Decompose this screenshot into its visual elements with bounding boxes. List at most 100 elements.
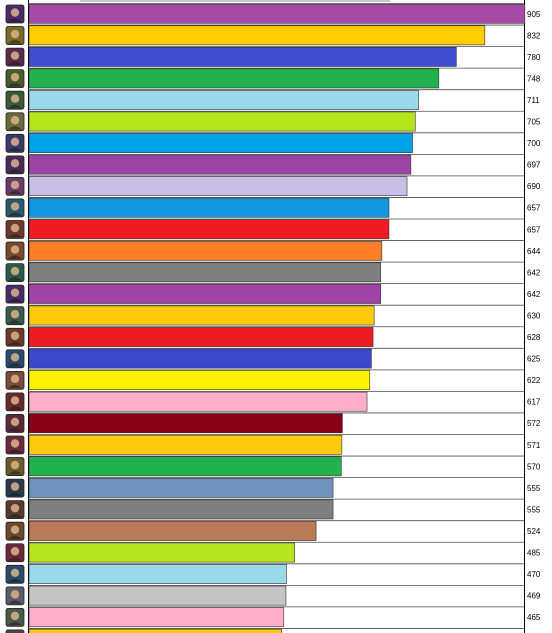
portrait-icon-champion-10 xyxy=(5,198,25,218)
value-label: 905 xyxy=(527,10,541,19)
portrait-shoulders xyxy=(8,169,22,173)
cropped-header-text xyxy=(80,0,390,2)
portrait-icon-champion-21 xyxy=(5,435,25,455)
bar-champion-13 xyxy=(28,262,382,283)
portrait-face xyxy=(10,568,20,577)
value-label: 832 xyxy=(527,31,541,40)
bar-champion-28 xyxy=(28,585,287,606)
portrait-shoulders xyxy=(8,384,22,389)
portrait-shoulders xyxy=(8,104,22,109)
value-label: 748 xyxy=(527,74,541,83)
portrait-icon-champion-18 xyxy=(5,370,25,390)
portrait-icon-champion-23 xyxy=(5,478,25,498)
bar-champion-11 xyxy=(28,219,390,240)
value-label: 524 xyxy=(527,527,541,536)
portrait-face xyxy=(10,8,20,17)
portrait-icon-champion-09 xyxy=(5,176,25,196)
portrait-face xyxy=(10,611,20,621)
portrait-face xyxy=(10,202,20,211)
portrait-icon-champion-15 xyxy=(5,306,25,326)
bar-champion-29 xyxy=(28,607,285,628)
portrait-shoulders xyxy=(8,471,22,475)
portrait-face xyxy=(10,374,20,384)
value-label: 470 xyxy=(527,570,541,579)
value-label: 570 xyxy=(527,462,541,471)
portrait-icon-champion-27 xyxy=(5,564,25,584)
portrait-icon-champion-08 xyxy=(5,155,25,175)
portrait-icon-champion-02 xyxy=(5,26,25,45)
portrait-face xyxy=(10,310,20,319)
value-label: 628 xyxy=(527,333,541,342)
value-label: 555 xyxy=(527,484,541,493)
portrait-shoulders xyxy=(8,320,22,324)
value-label: 465 xyxy=(527,613,541,622)
portrait-icon-champion-28 xyxy=(5,586,25,606)
value-label: 642 xyxy=(527,290,541,299)
portrait-shoulders xyxy=(8,406,22,410)
portrait-icon-champion-06 xyxy=(5,112,25,132)
portrait-icon-champion-04 xyxy=(5,69,25,89)
portrait-shoulders xyxy=(8,492,22,497)
portrait-frame xyxy=(5,629,25,633)
value-label: 625 xyxy=(527,355,541,364)
portrait-shoulders xyxy=(8,234,22,238)
bar-champion-03 xyxy=(28,46,457,67)
portrait-face xyxy=(10,29,20,39)
portrait-icon-champion-16 xyxy=(5,327,25,347)
portrait-face xyxy=(10,72,20,82)
portrait-shoulders xyxy=(8,600,22,604)
portrait-icon-champion-11 xyxy=(5,220,25,239)
portrait-shoulders xyxy=(8,363,22,367)
bar-champion-30 xyxy=(28,628,282,633)
portrait-shoulders xyxy=(8,514,22,518)
bar-champion-09 xyxy=(28,176,408,197)
bar-champion-05 xyxy=(28,90,419,110)
bar-champion-21 xyxy=(28,434,343,455)
value-label: 697 xyxy=(527,161,541,170)
portrait-icon-champion-03 xyxy=(5,47,25,67)
value-label: 630 xyxy=(527,311,541,320)
portrait-shoulders xyxy=(8,535,22,540)
portrait-face xyxy=(10,503,20,513)
portrait-face xyxy=(10,482,20,491)
portrait-icon-champion-01 xyxy=(5,4,25,24)
portrait-icon-champion-25 xyxy=(5,521,25,541)
value-label: 700 xyxy=(527,139,541,148)
portrait-shoulders xyxy=(8,40,22,44)
portrait-shoulders xyxy=(8,621,22,626)
portrait-face xyxy=(10,159,20,168)
bar-champion-26 xyxy=(28,542,296,563)
portrait-shoulders xyxy=(8,277,22,281)
bar-champion-14 xyxy=(28,284,382,304)
value-label: 657 xyxy=(527,225,541,234)
bar-champion-18 xyxy=(28,370,371,390)
portrait-icon-champion-13 xyxy=(5,263,25,283)
portrait-shoulders xyxy=(8,578,22,583)
portrait-face xyxy=(10,331,20,340)
portrait-face xyxy=(10,180,20,190)
portrait-shoulders xyxy=(8,147,22,152)
portrait-icon-champion-29 xyxy=(5,608,25,627)
portrait-icon-champion-26 xyxy=(5,543,25,563)
portrait-shoulders xyxy=(8,126,22,130)
portrait-shoulders xyxy=(8,427,22,432)
portrait-face xyxy=(10,223,20,233)
portrait-icon-champion-14 xyxy=(5,284,25,304)
portrait-shoulders xyxy=(8,255,22,260)
portrait-shoulders xyxy=(8,190,22,195)
bar-champion-02 xyxy=(28,25,486,46)
bar-champion-23 xyxy=(28,477,334,498)
portrait-icon-champion-30 xyxy=(5,629,25,633)
portrait-face xyxy=(10,288,20,297)
portrait-face xyxy=(10,460,20,470)
bar-champion-04 xyxy=(28,68,440,89)
value-label: 690 xyxy=(527,182,541,191)
portrait-face xyxy=(10,94,20,103)
portrait-icon-champion-17 xyxy=(5,349,25,369)
portrait-face xyxy=(10,525,20,534)
bar-champion-19 xyxy=(28,391,368,412)
portrait-shoulders xyxy=(8,212,22,216)
portrait-face xyxy=(10,245,20,254)
portrait-shoulders xyxy=(8,341,22,346)
